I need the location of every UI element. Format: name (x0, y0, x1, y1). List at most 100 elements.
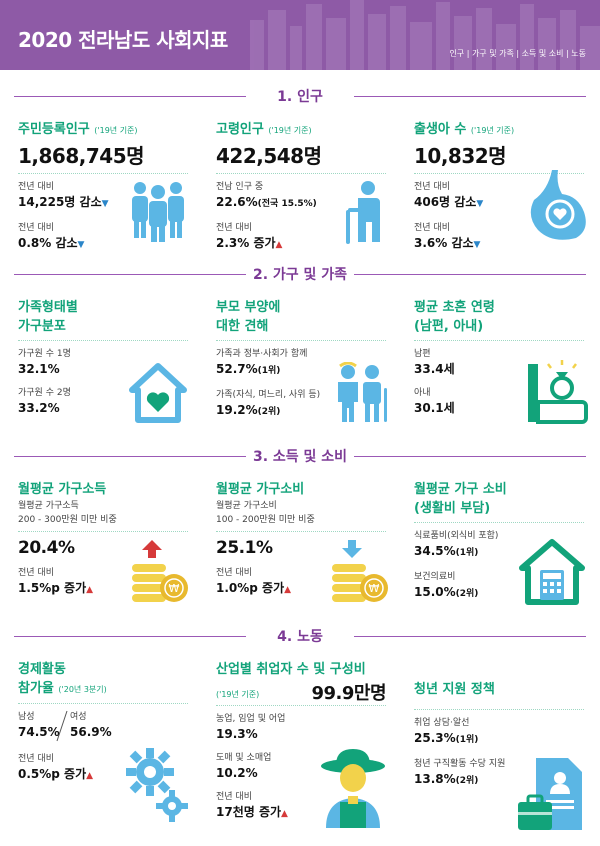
male-value: 74.5% (18, 725, 60, 739)
stat-label: 전남 인구 중 (216, 182, 264, 192)
header-banner: 2020 전라남도 사회지표 인구 | 가구 및 가족 | 소득 및 소비 | … (0, 0, 600, 70)
stat-label: 전년 대비 (216, 568, 252, 578)
section-title: 2. 가구 및 가족 (252, 267, 348, 283)
stat-desc: 월평균 가구소득 (18, 501, 79, 511)
dotted-divider (414, 173, 584, 174)
divider (14, 636, 246, 637)
block-title: 경제활동 (18, 662, 66, 677)
stat-label: 도매 및 소매업 (216, 753, 272, 763)
stat-value: 1.0%p 증가▲ (216, 581, 292, 595)
stat-label: 식료품비(외식비 포함) (414, 531, 499, 541)
stat-label: 전년 대비 (414, 223, 450, 233)
male-label: 남성 (18, 712, 35, 722)
block-title: (생활비 부담) (414, 501, 491, 516)
gender-split: 남성 여성 74.5% 56.9% (18, 710, 118, 744)
stat-desc: 월평균 가구소비 (216, 501, 277, 511)
block-title: 월평균 가구소득 (18, 482, 107, 497)
ring-box-icon (528, 360, 588, 424)
dotted-divider (216, 531, 386, 532)
section-header-population: 1. 인구 (14, 86, 586, 106)
section-title: 4. 노동 (277, 629, 323, 645)
page-title: 2020 전라남도 사회지표 (18, 28, 228, 52)
slash-divider (56, 710, 68, 742)
section-title: 3. 소득 및 소비 (252, 449, 348, 465)
parent-support-block: 부모 부양에 대한 견해 가족과 정부·사회가 함께 52.7%(1위) 가족(… (216, 298, 396, 421)
stat-label: 가구원 수 1명 (18, 349, 71, 359)
stat-value: 19.3% (216, 727, 258, 741)
block-title: 월평균 가구 소비 (414, 482, 507, 497)
dotted-divider (414, 340, 584, 341)
divider (354, 636, 586, 637)
stat-label: 가족과 정부·사회가 함께 (216, 349, 308, 359)
section-header-labor: 4. 노동 (14, 626, 586, 646)
stat-value: 52.7%(1위) (216, 362, 281, 376)
dotted-divider (216, 340, 386, 341)
stat-value: 33.4세 (414, 362, 455, 376)
dotted-divider (414, 709, 584, 710)
block-title: (남편, 아내) (414, 319, 484, 334)
divider (354, 96, 586, 97)
elderly-person-icon (346, 181, 380, 244)
block-value: 99.9만명 (311, 683, 386, 704)
stat-desc: 100 - 200만원 미만 비중 (216, 515, 315, 525)
block-title: 산업별 취업자 수 및 구성비 (216, 662, 366, 677)
block-note: ('19년 기준) (216, 690, 260, 699)
city-skyline-graphic (250, 0, 600, 70)
block-value: 10,832명 (414, 144, 507, 168)
stat-label: 전년 대비 (18, 182, 54, 192)
block-title: 출생아 수 ('19년 기준) (414, 122, 515, 137)
stat-desc: 200 - 300만원 미만 비중 (18, 515, 117, 525)
divider (14, 274, 246, 275)
section-header-income: 3. 소득 및 소비 (14, 446, 586, 466)
dotted-divider (18, 173, 188, 174)
gears-icon (126, 748, 188, 822)
stat-value: 30.1세 (414, 401, 455, 415)
births-block: 출생아 수 ('19년 기준) 10,832명 전년 대비 406명 감소▼ 전… (414, 120, 594, 254)
stat-label: 전년 대비 (18, 568, 54, 578)
dotted-divider (216, 705, 386, 706)
block-title: 대한 견해 (216, 319, 269, 334)
section-title: 1. 인구 (277, 89, 323, 105)
coins-up-icon: ₩ (132, 540, 188, 602)
stat-value: 15.0%(2위) (414, 585, 479, 599)
stat-value: 17천명 증가▲ (216, 805, 288, 819)
industry-employment-block: 산업별 취업자 수 및 구성비 ('19년 기준) 99.9만명 농업, 임업 … (216, 660, 406, 823)
house-calculator-icon (519, 539, 585, 605)
farmer-icon (321, 749, 385, 828)
stat-label: 전년 대비 (18, 223, 54, 233)
dotted-divider (18, 703, 188, 704)
block-title: 평균 초혼 연령 (414, 300, 495, 315)
dotted-divider (18, 340, 188, 341)
stat-value: 14,225명 감소▼ (18, 195, 109, 209)
stat-label: 취업 상담·알선 (414, 718, 470, 728)
household-income-block: 월평균 가구소득 월평균 가구소득 200 - 300만원 미만 비중 20.4… (18, 480, 198, 599)
youth-support-block: 청년 지원 정책 취업 상담·알선 25.3%(1위) 청년 구직활동 수당 지… (414, 680, 594, 790)
block-title: 월평균 가구소비 (216, 482, 305, 497)
block-title: 청년 지원 정책 (414, 682, 495, 697)
block-title: 가족형태별 (18, 300, 78, 315)
block-title: 고령인구 ('19년 기준) (216, 122, 312, 137)
block-value: 1,868,745명 (18, 144, 145, 168)
female-label: 여성 (70, 712, 87, 722)
header-nav: 인구 | 가구 및 가족 | 소득 및 소비 | 노동 (449, 49, 586, 58)
pregnant-belly-icon (530, 170, 586, 240)
stat-value: 2.3% 증가▲ (216, 236, 283, 250)
block-value: 20.4% (18, 538, 75, 558)
people-group-icon (132, 182, 184, 242)
block-value: 25.1% (216, 538, 273, 558)
block-title: 부모 부양에 (216, 300, 281, 315)
stat-label: 전년 대비 (18, 754, 54, 764)
stat-label: 보건의료비 (414, 572, 456, 582)
stat-value: 406명 감소▼ (414, 195, 484, 209)
stat-value: 25.3%(1위) (414, 731, 479, 745)
stat-value: 34.5%(1위) (414, 544, 479, 558)
household-consumption-block: 월평균 가구소비 월평균 가구소비 100 - 200만원 미만 비중 25.1… (216, 480, 396, 599)
dotted-divider (18, 531, 188, 532)
coins-down-icon: ₩ (332, 540, 388, 602)
svg-text:₩: ₩ (169, 582, 180, 595)
stat-value: 1.5%p 증가▲ (18, 581, 94, 595)
stat-value: 33.2% (18, 401, 60, 415)
stat-value: 3.6% 감소▼ (414, 236, 481, 250)
stat-label: 청년 구직활동 수당 지원 (414, 759, 506, 769)
block-title: 주민등록인구 ('19년 기준) (18, 122, 138, 137)
